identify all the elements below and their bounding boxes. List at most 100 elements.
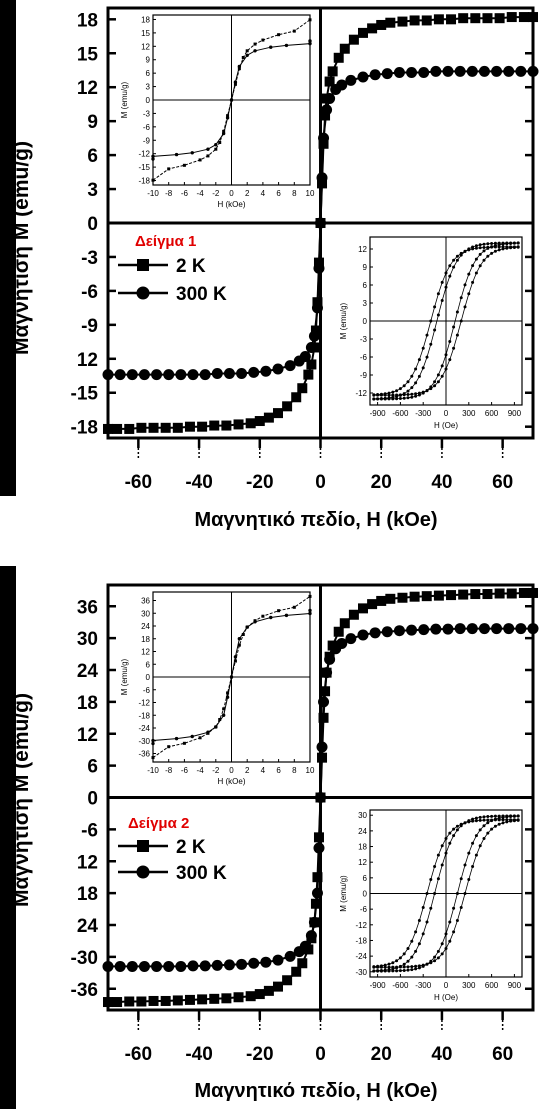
inset-top-ytick-label: 9	[146, 56, 151, 65]
inset-bottom-point	[516, 814, 520, 818]
data-point-2k	[397, 16, 408, 27]
inset-bottom-point	[376, 397, 380, 401]
inset-top-point	[241, 56, 245, 59]
inset-bottom-point	[501, 815, 505, 819]
inset-bottom-xtick-label: -600	[392, 981, 409, 990]
data-point-2k	[506, 588, 517, 599]
data-point-2k	[221, 993, 232, 1004]
inset-bottom-point	[376, 393, 380, 397]
inset-top-xtick-label: 2	[245, 189, 250, 198]
data-point-300k	[430, 623, 442, 635]
inset-bottom-xtick-label: 600	[485, 409, 499, 418]
inset-top-point	[269, 45, 273, 49]
inset-bottom-point	[474, 834, 478, 838]
inset-bottom-point	[509, 246, 513, 250]
inset-bottom-point	[490, 251, 494, 255]
inset-bottom-point	[417, 374, 421, 378]
data-point-2k	[385, 593, 396, 604]
inset-top-point	[261, 38, 265, 42]
inset-bottom-point	[455, 892, 459, 895]
data-point-300k	[260, 365, 272, 377]
data-point-300k	[418, 624, 430, 636]
inset-bottom-point	[414, 949, 418, 953]
inset-bottom-point	[486, 831, 490, 835]
inset-bottom-point	[395, 969, 399, 973]
inset-bottom-point	[482, 815, 486, 819]
inset-bottom-point	[471, 817, 475, 821]
data-point-2k	[233, 992, 244, 1003]
inset-bottom-point	[459, 296, 463, 300]
inset-bottom-point	[425, 892, 429, 895]
inset-bottom-point	[486, 245, 490, 249]
data-point-2k	[528, 587, 538, 598]
data-point-300k	[478, 623, 490, 635]
inset-top-xtick-label: 6	[276, 189, 281, 198]
inset-top-xtick-label: -10	[147, 766, 159, 775]
inset-bottom-point	[505, 820, 509, 824]
inset-bottom-point	[410, 968, 414, 972]
data-point-300k	[316, 172, 328, 184]
data-point-300k	[336, 79, 348, 91]
inset-top-point	[261, 614, 265, 618]
inset-top-point	[167, 167, 171, 171]
inset-top-point	[222, 707, 226, 711]
data-point-2k	[446, 590, 457, 601]
inset-top-ytick-label: -18	[138, 711, 150, 720]
inset-bottom-point	[516, 245, 520, 249]
data-point-300k	[316, 741, 328, 753]
inset-top-xtick-label: 6	[276, 766, 281, 775]
inset-bottom-ytick-label: 9	[363, 263, 368, 272]
inset-top-point	[206, 154, 210, 158]
inset-bottom-point	[440, 364, 444, 368]
data-point-2k	[339, 618, 350, 629]
x-axis-label: Μαγνητικό πεδίο, H (kOe)	[194, 1080, 437, 1102]
inset-bottom-point	[425, 333, 429, 337]
inset-bottom-point	[463, 283, 467, 287]
data-point-2k	[221, 420, 232, 431]
data-point-2k	[385, 17, 396, 28]
data-point-2k	[358, 27, 368, 38]
inset-bottom-point	[433, 959, 437, 963]
inset-top-ytick-label: -6	[143, 686, 151, 695]
data-point-2k	[367, 23, 378, 34]
data-point-300k	[503, 623, 515, 635]
inset-bottom-point	[425, 389, 429, 393]
inset-bottom-point	[486, 821, 490, 825]
data-point-2k	[297, 958, 308, 969]
inset-bottom-point	[482, 818, 486, 822]
inset-bottom-point	[421, 963, 425, 967]
y-tick-label: 12	[77, 725, 98, 746]
inset-top-ylabel: M (emu/g)	[120, 81, 129, 118]
inset-bottom-ytick-label: -12	[355, 921, 367, 930]
legend-label: 2 K	[176, 837, 206, 858]
inset-bottom-point	[387, 965, 391, 969]
inset-bottom-point	[501, 247, 505, 251]
data-point-300k	[454, 65, 466, 77]
data-point-300k	[223, 959, 235, 971]
data-point-300k	[187, 960, 199, 972]
data-point-300k	[308, 916, 320, 928]
inset-top-point	[151, 178, 155, 182]
data-point-2k	[136, 422, 147, 433]
data-point-300k	[418, 67, 430, 78]
inset-bottom-point	[516, 818, 520, 822]
inset-bottom-point	[379, 965, 383, 969]
data-point-2k	[184, 421, 195, 432]
data-point-2k	[172, 422, 183, 433]
data-point-2k	[339, 43, 350, 54]
inset-top-point	[221, 713, 226, 717]
inset-bottom-point	[425, 920, 429, 924]
inset-bottom-ytick-label: -12	[355, 389, 367, 398]
y-tick-label: 0	[87, 789, 98, 810]
x-tick-label: -40	[185, 472, 212, 493]
inset-bottom-point	[459, 877, 463, 881]
y-tick-label: -6	[81, 282, 98, 303]
inset-bottom-point	[493, 814, 497, 818]
inset-bottom-point	[421, 906, 425, 910]
inset-bottom-point	[467, 851, 471, 855]
y-tick-label: 24	[77, 661, 99, 682]
inset-bottom-point	[482, 242, 486, 246]
inset-top-xtick-label: 8	[292, 189, 297, 198]
inset-bottom-point	[398, 965, 402, 969]
inset-top-xtick-label: -4	[197, 766, 205, 775]
